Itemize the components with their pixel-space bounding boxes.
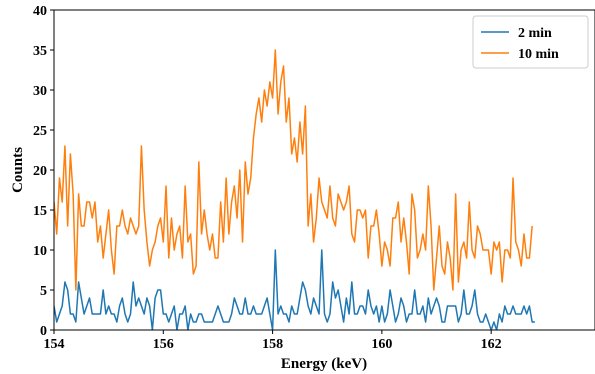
x-tick-label: 156 bbox=[153, 337, 174, 352]
y-tick-label: 25 bbox=[33, 124, 47, 139]
x-tick-label: 160 bbox=[371, 337, 392, 352]
plot-area bbox=[54, 49, 535, 330]
x-axis-label: Energy (keV) bbox=[281, 356, 367, 372]
y-tick-label: 30 bbox=[33, 84, 47, 99]
legend-label-10min: 10 min bbox=[518, 47, 559, 62]
x-tick-label: 158 bbox=[262, 337, 283, 352]
y-tick-label: 40 bbox=[33, 4, 47, 19]
grid-ticks: 154 156 158 160 162 0 5 10 15 20 25 30 35 40 bbox=[33, 4, 502, 352]
legend-label-2min: 2 min bbox=[518, 26, 552, 41]
series-line-10min bbox=[54, 49, 533, 291]
y-tick-label: 15 bbox=[33, 204, 47, 219]
y-tick-label: 35 bbox=[33, 44, 47, 59]
x-tick-label: 154 bbox=[44, 337, 65, 352]
legend: 2 min 10 min bbox=[472, 15, 589, 69]
y-tick-label: 0 bbox=[40, 324, 47, 339]
y-tick-label: 10 bbox=[33, 244, 47, 259]
legend-box bbox=[472, 15, 589, 69]
y-tick-label: 20 bbox=[33, 164, 47, 179]
y-axis-label: Counts bbox=[10, 147, 26, 193]
plot-frame bbox=[53, 9, 595, 331]
x-tick-label: 162 bbox=[481, 337, 502, 352]
series-line-2min bbox=[54, 249, 535, 330]
y-tick-label: 5 bbox=[40, 284, 47, 299]
